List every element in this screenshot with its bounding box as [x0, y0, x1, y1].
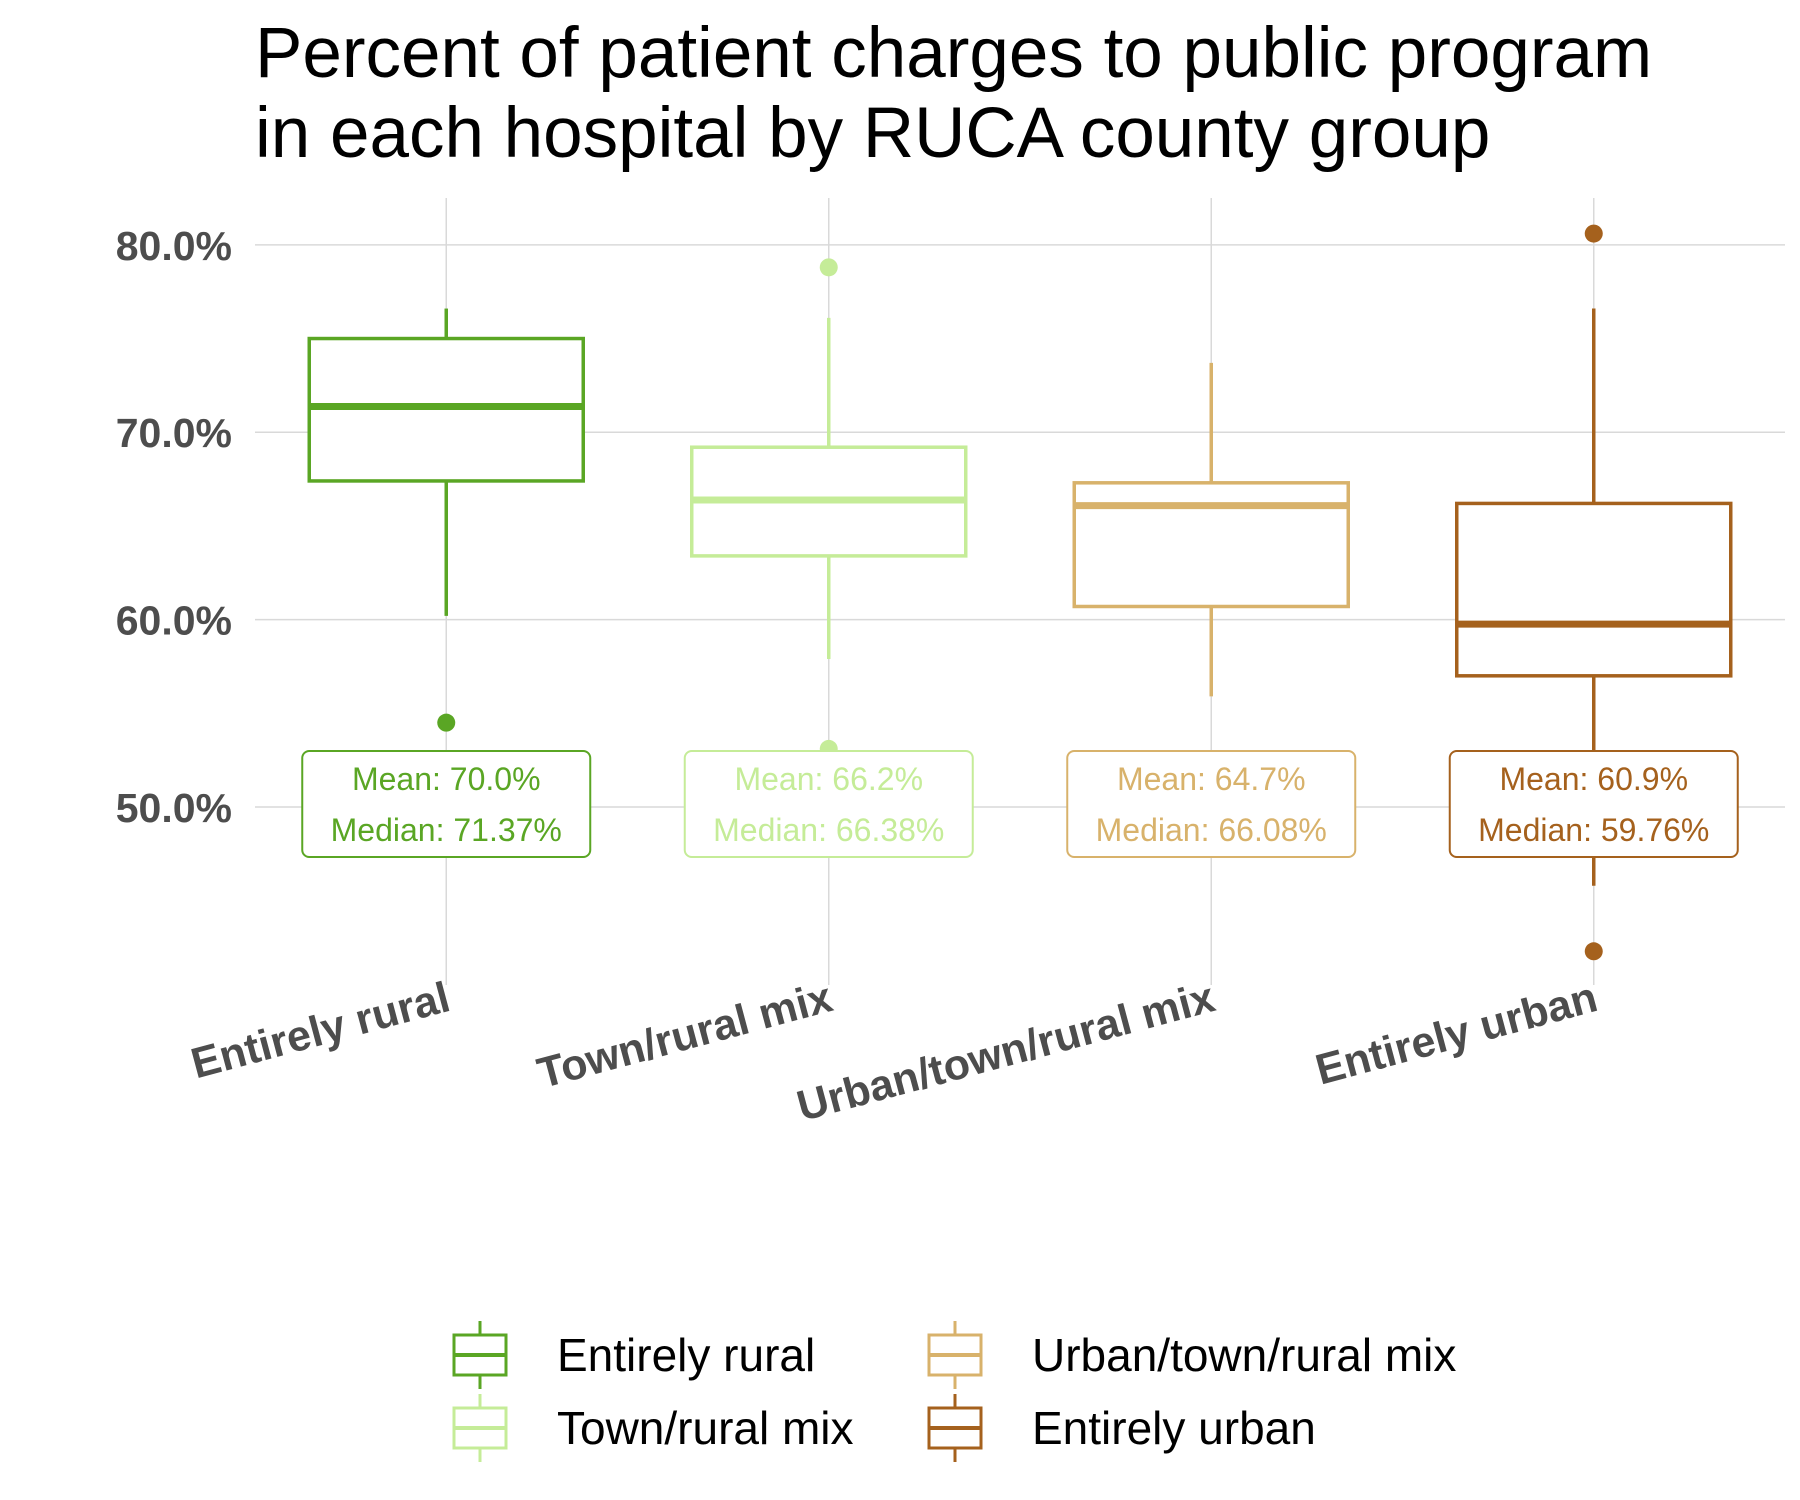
y-tick-label: 50.0% — [116, 785, 232, 831]
median-label: Median: 59.76% — [1478, 812, 1709, 848]
median-label: Median: 71.37% — [331, 812, 562, 848]
chart-title-line-2: in each hospital by RUCA county group — [255, 94, 1491, 173]
median-label: Median: 66.38% — [713, 812, 944, 848]
legend-label: Urban/town/rural mix — [1032, 1329, 1456, 1381]
box — [1072, 481, 1350, 609]
y-tick-label: 60.0% — [116, 598, 232, 644]
legend-key — [927, 1394, 983, 1462]
legend: Entirely rural Town/rural mix Urban/town/r… — [452, 1321, 1456, 1462]
x-tick-label: Entirely rural — [186, 973, 455, 1088]
outlier-point — [819, 258, 838, 277]
outlier-point — [437, 713, 456, 732]
legend-key — [927, 1321, 983, 1389]
chart-title: Percent of patient charges to public pro… — [255, 14, 1785, 174]
box-group: Mean: 66.2% Median: 66.38% — [683, 258, 974, 858]
y-tick-label: 80.0% — [116, 223, 232, 269]
y-tick-label: 70.0% — [116, 410, 232, 456]
mean-label: Mean: 70.0% — [352, 761, 541, 797]
stat-label-box — [1448, 750, 1739, 858]
box-group: Mean: 60.9% Median: 59.76% — [1448, 224, 1739, 961]
box-group: Mean: 64.7% Median: 66.08% — [1066, 362, 1357, 858]
legend-label: Entirely rural — [557, 1329, 815, 1381]
outlier-point — [1584, 224, 1603, 243]
stat-label-box — [1066, 750, 1357, 858]
chart-title-line-1: Percent of patient charges to public pro… — [255, 14, 1653, 93]
median-label: Median: 66.08% — [1096, 812, 1327, 848]
mean-label: Mean: 64.7% — [1117, 761, 1306, 797]
x-tick-label: Urban/town/rural mix — [792, 973, 1220, 1131]
x-tick-label: Town/rural mix — [533, 973, 838, 1098]
legend-key — [452, 1394, 508, 1462]
legend-key — [452, 1321, 508, 1389]
box — [1455, 501, 1733, 678]
x-tick-label: Entirely urban — [1311, 973, 1603, 1094]
legend-label: Town/rural mix — [557, 1402, 854, 1454]
outlier-point — [1584, 942, 1603, 961]
stat-label-box — [301, 750, 592, 858]
mean-label: Mean: 66.2% — [734, 761, 923, 797]
stat-label-box — [683, 750, 974, 858]
legend-label: Entirely urban — [1032, 1402, 1316, 1454]
mean-label: Mean: 60.9% — [1499, 761, 1688, 797]
box-group: Mean: 70.0% Median: 71.37% — [301, 308, 592, 858]
